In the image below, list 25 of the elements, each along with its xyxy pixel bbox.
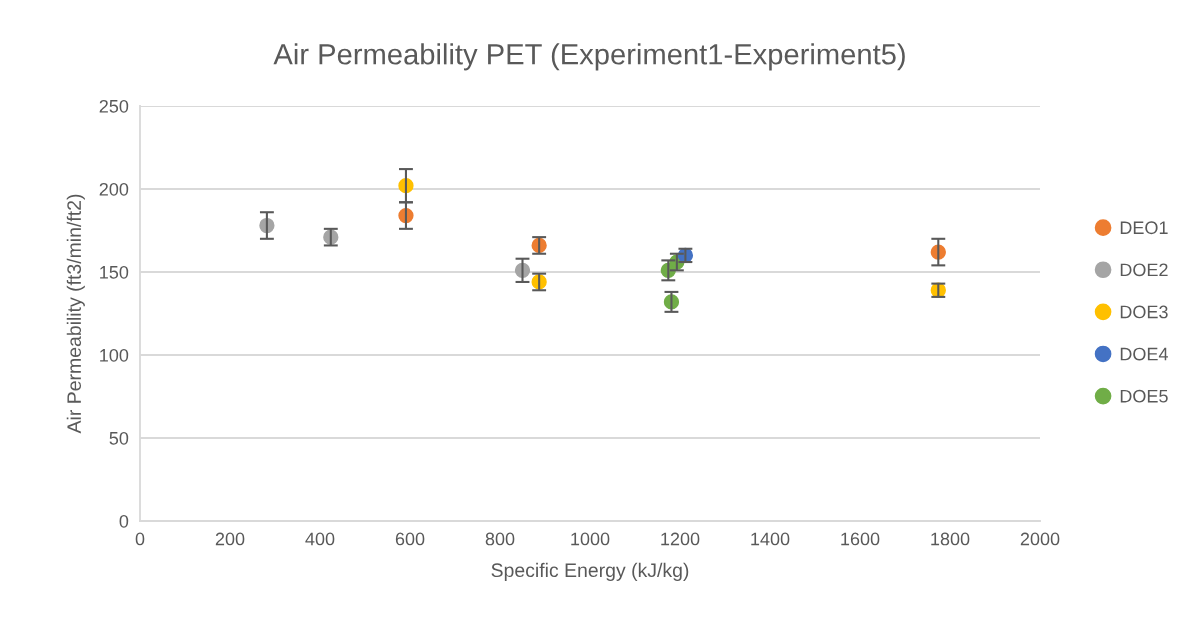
y-axis-title: Air Permeability (ft3/min/ft2) [66,194,85,434]
x-tick-label: 1000 [571,532,610,546]
x-tick-label: 1400 [751,532,790,546]
legend-label: DEO1 [1120,221,1168,235]
y-tick-label: 200 [99,182,129,196]
legend-label: DOE5 [1120,389,1168,403]
x-tick-label: 200 [215,532,245,546]
x-tick-label: 1800 [931,532,970,546]
legend-label: DOE3 [1120,305,1168,319]
y-tick-label: 50 [109,431,129,445]
chart-title: Air Permeability PET (Experiment1-Experiment5) [273,43,905,71]
x-tick-label: 2000 [1020,532,1060,546]
x-tick-label: 600 [395,532,425,546]
x-tick-label: 1600 [841,532,880,546]
y-tick-label: 100 [100,348,129,362]
legend-label: DOE2 [1120,263,1168,277]
x-tick-label: 0 [135,532,145,546]
x-tick-label: 400 [305,532,335,546]
legend-label: DOE4 [1120,347,1168,361]
y-tick-label: 0 [119,514,129,528]
x-axis-title: Specific Energy (kJ/kg) [491,562,689,581]
x-tick-label: 1200 [661,532,700,546]
y-tick-label: 250 [99,99,129,113]
x-tick-label: 800 [485,532,515,546]
y-tick-label: 150 [100,265,129,279]
